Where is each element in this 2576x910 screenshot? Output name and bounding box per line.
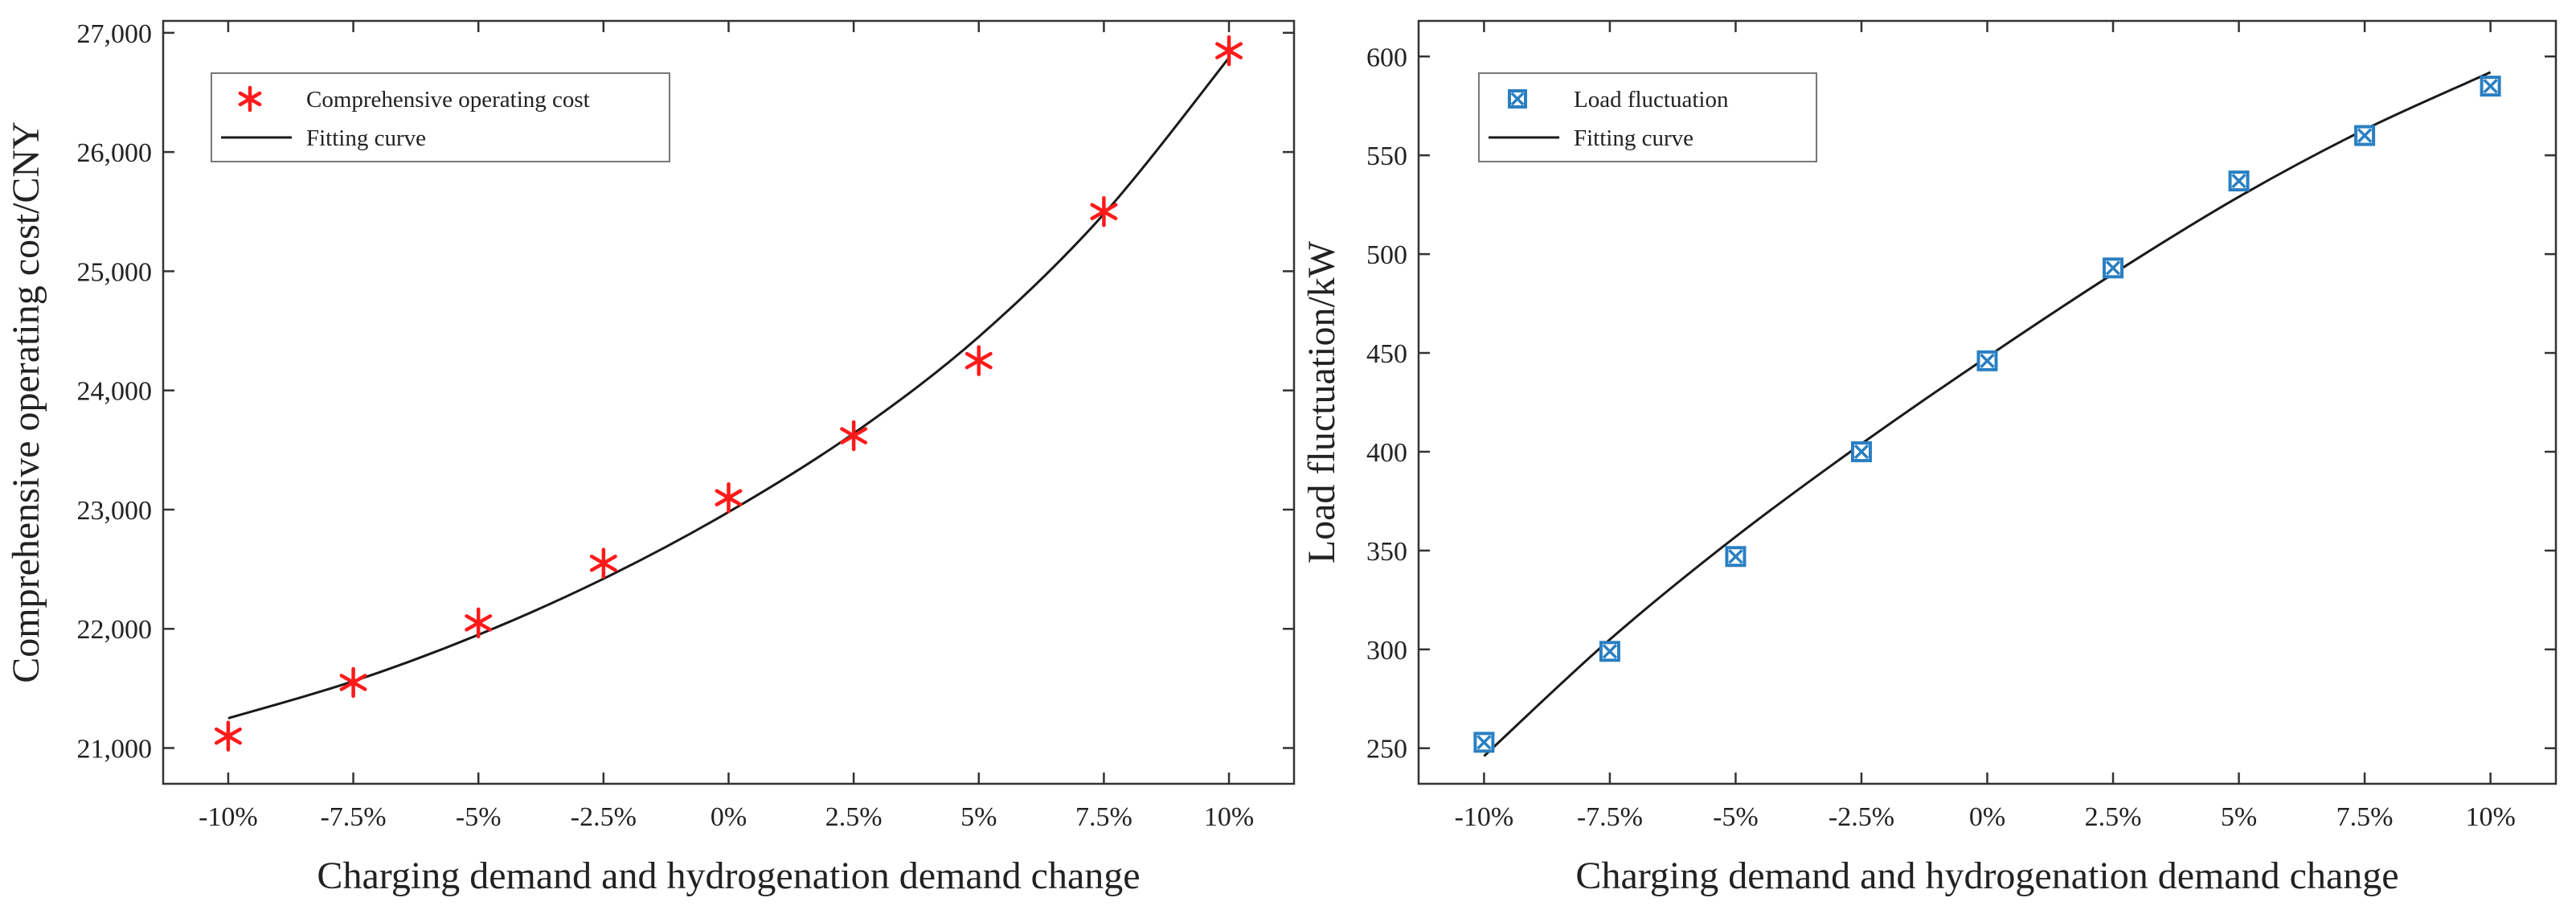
chart-1: 21,000 22,000 23,000 24,000 25,000 26,000 27,0… [5, 19, 1296, 897]
fitting-curve-line [1483, 71, 2492, 757]
legend-marker [238, 85, 262, 113]
data-point [1725, 546, 1747, 568]
y-tick-label: 24,000 [77, 377, 153, 407]
x-tick-label: 7.5% [1075, 802, 1132, 832]
y-tick-label: 400 [1366, 438, 1407, 468]
y-tick-label: 25,000 [77, 257, 153, 287]
x-tick-label: -5% [1713, 802, 1759, 832]
legend: Load fluctuation Fitting curve [1478, 72, 1817, 162]
data-point [715, 482, 743, 514]
x-tick-label: -5% [456, 802, 502, 832]
legend-box [211, 72, 670, 162]
data-point [2480, 76, 2501, 97]
data-point [1599, 641, 1620, 662]
y-axis-title: Load fluctuation/kW [1300, 240, 1343, 564]
data-point [840, 420, 868, 452]
legend-box [1478, 72, 1817, 162]
data-point [214, 720, 242, 752]
x-tick-label: -2.5% [1829, 802, 1894, 832]
legend-entry-label: Comprehensive operating cost [306, 87, 590, 113]
data-point [1090, 196, 1118, 228]
data-point [1215, 35, 1243, 67]
data-point [964, 345, 993, 376]
legend-marker [1508, 89, 1527, 109]
x-tick-label: -7.5% [1577, 802, 1643, 832]
data-markers [214, 35, 1243, 752]
fitting-curve-line [227, 57, 1231, 719]
data-markers [1473, 76, 2501, 753]
y-tick-label: 350 [1366, 537, 1407, 567]
y-axis-title: Comprehensive operating cost/CNY [5, 121, 47, 683]
x-tick-label: 0% [711, 802, 747, 832]
x-tick-label: 2.5% [2085, 802, 2142, 832]
x-tick-label: 2.5% [825, 802, 883, 832]
x-tick-label: 10% [1204, 802, 1254, 832]
legend: Comprehensive operating cost Fitting curv… [211, 72, 670, 162]
data-point [1976, 350, 1998, 371]
x-axis-title: Charging demand and hydrogenation demand… [317, 855, 1140, 897]
y-tick-label: 300 [1366, 636, 1407, 666]
legend-entry-label: Fitting curve [306, 125, 426, 151]
y-tick-label: 22,000 [77, 615, 153, 645]
y-tick-label: 21,000 [77, 735, 153, 764]
y-tick-label: 23,000 [77, 496, 153, 526]
legend-entry-label: Load fluctuation [1574, 87, 1729, 113]
x-axis-title: Charging demand and hydrogenation demand… [1575, 855, 2398, 897]
data-point [339, 666, 367, 699]
x-tick-label: 5% [2221, 802, 2257, 832]
data-point [2228, 170, 2250, 192]
x-tick-label: -7.5% [320, 802, 386, 832]
data-point [1850, 441, 1872, 462]
legend-entry-label: Fitting curve [1574, 125, 1693, 151]
x-tick-label: 10% [2465, 802, 2515, 832]
data-point [589, 547, 617, 579]
data-point [2354, 125, 2376, 146]
y-tick-label: 27,000 [77, 19, 153, 49]
data-point [1473, 732, 1495, 753]
y-tick-label: 250 [1366, 735, 1407, 764]
chart-2: 250 300 350 400 450 500 550 600 -10% -7.5% -5% -2.5… [1300, 19, 2558, 897]
y-tick-label: 450 [1366, 339, 1407, 369]
y-tick-label: 500 [1366, 240, 1407, 270]
y-tick-label: 26,000 [77, 138, 153, 168]
x-tick-label: 0% [1969, 802, 2005, 832]
data-point [465, 607, 493, 639]
x-tick-label: -10% [199, 802, 258, 832]
x-tick-label: 5% [960, 802, 997, 832]
x-tick-label: 7.5% [2336, 802, 2394, 832]
x-tick-label: -10% [1455, 802, 1514, 832]
x-tick-label: -2.5% [571, 802, 637, 832]
data-point [2103, 257, 2124, 279]
y-tick-label: 550 [1366, 141, 1407, 171]
y-tick-label: 600 [1366, 43, 1407, 72]
